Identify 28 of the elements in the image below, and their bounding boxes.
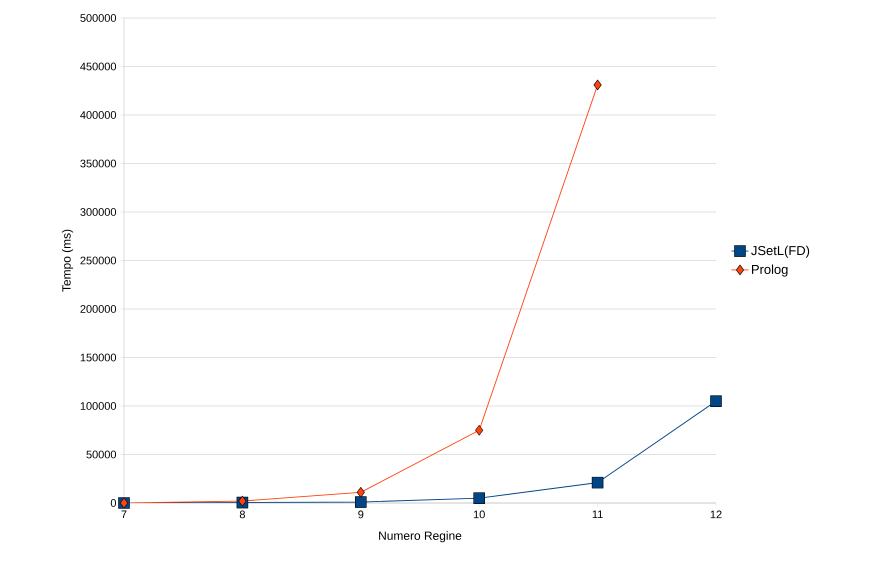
x-tick-label: 10 — [474, 510, 485, 518]
y-axis-title: Tempo (ms) — [62, 230, 74, 292]
y-tick-label: 500000 — [80, 14, 116, 22]
y-tick-label: 200000 — [80, 305, 116, 313]
point — [592, 476, 604, 488]
y-tick-label: 50000 — [86, 450, 116, 458]
y-tick-label: 0 — [110, 499, 116, 507]
point — [473, 492, 485, 504]
x-tick-label: 12 — [710, 510, 722, 518]
y-tick-label: 250000 — [80, 256, 116, 264]
y-tick-label: 100000 — [80, 402, 116, 410]
point — [710, 395, 722, 407]
y-tick-label: 350000 — [80, 160, 116, 168]
y-tick-label: 450000 — [80, 62, 116, 70]
y-tick-label: 400000 — [80, 111, 116, 119]
point — [355, 496, 367, 508]
point — [594, 80, 602, 90]
x-tick-label: 11 — [592, 510, 603, 518]
x-tick-label: 9 — [358, 510, 364, 518]
y-tick-label: 150000 — [80, 354, 116, 362]
point — [356, 487, 365, 498]
x-tick-label: 8 — [240, 510, 245, 518]
y-tick-label: 300000 — [80, 208, 116, 216]
x-axis-title: Numero Regine — [379, 531, 462, 542]
x-tick-label: 7 — [122, 510, 126, 518]
legend-label: Prolog — [752, 264, 788, 277]
legend-label: JSetL(FD) — [751, 246, 810, 258]
point — [475, 424, 484, 436]
